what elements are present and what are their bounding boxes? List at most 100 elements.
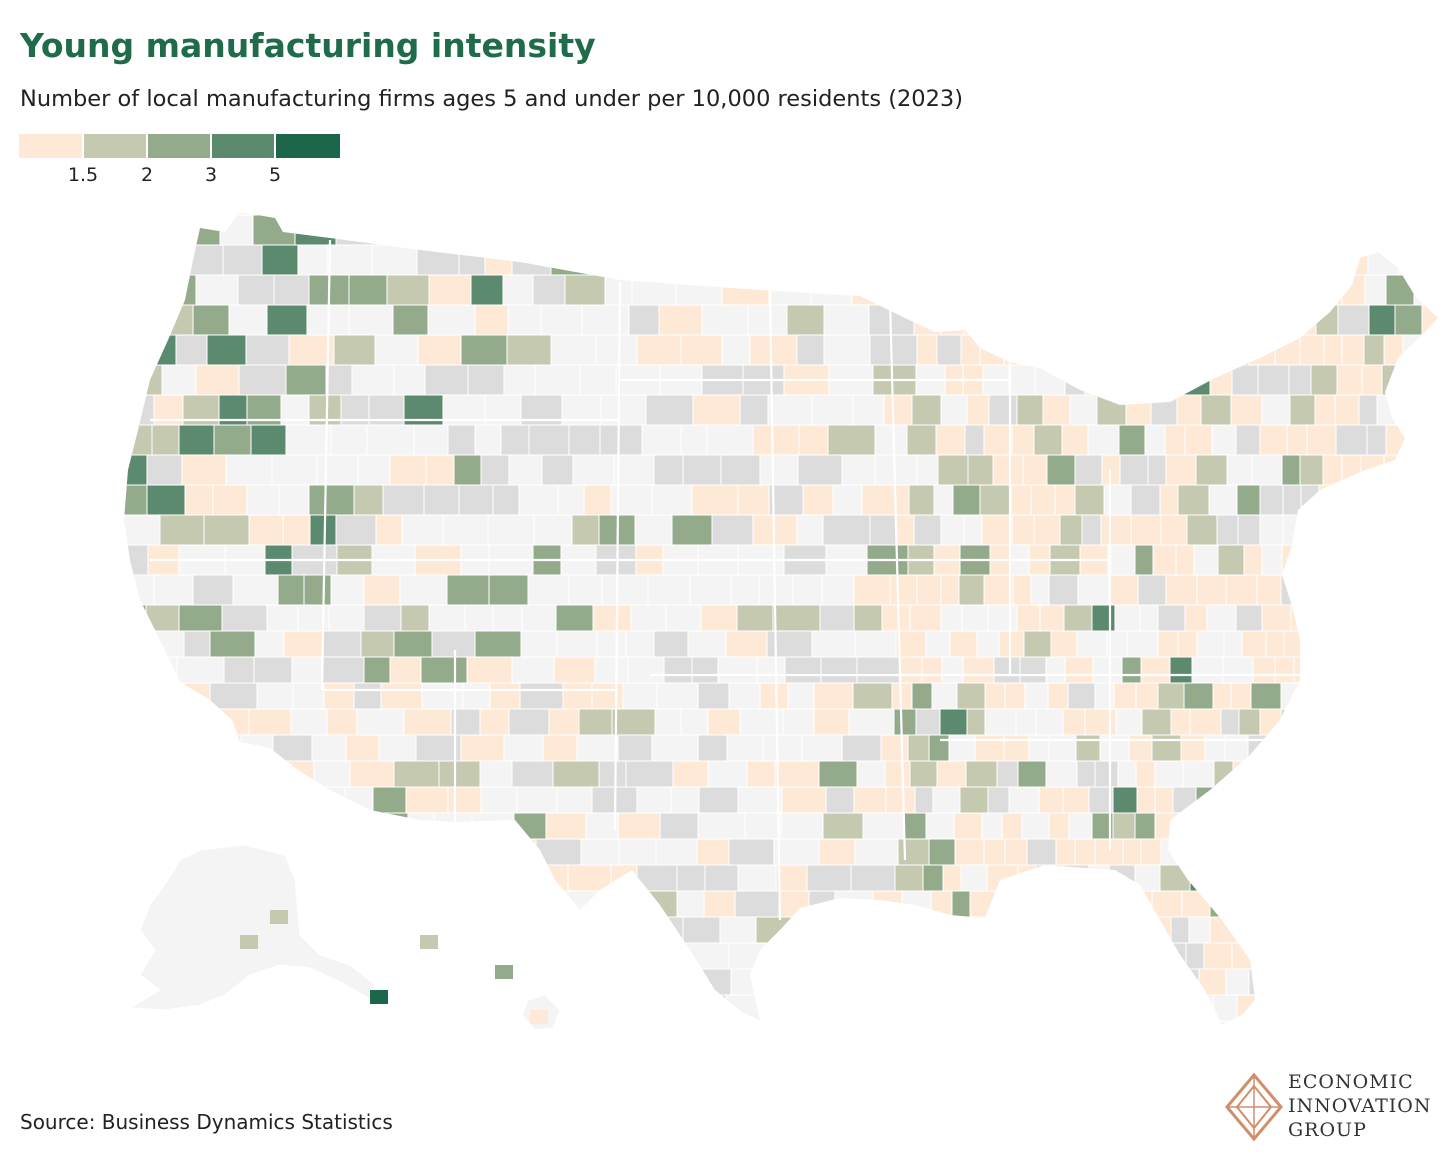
county-cell	[367, 865, 404, 891]
county-cell	[1197, 575, 1226, 605]
county-cell	[1166, 575, 1197, 605]
county-cell	[1120, 335, 1146, 365]
county-cell	[1142, 917, 1171, 943]
county-cell	[970, 275, 990, 305]
county-cell	[1137, 787, 1155, 813]
county-cell	[600, 425, 642, 455]
county-cell	[189, 787, 223, 813]
county-cell	[1127, 631, 1158, 657]
county-cell	[797, 335, 824, 365]
county-cell	[1151, 995, 1169, 1021]
county-cell	[1251, 683, 1281, 709]
county-cell	[1239, 709, 1260, 735]
county-cell	[501, 425, 529, 455]
county-cell	[1023, 455, 1047, 485]
legend-tick-5: 5	[269, 164, 281, 186]
county-cell	[1388, 515, 1414, 545]
county-cell	[1031, 485, 1055, 515]
county-cell	[775, 761, 819, 787]
county-cell	[929, 839, 955, 865]
county-cell	[961, 865, 987, 891]
eig-logo: ECONOMIC INNOVATION GROUP	[1224, 1070, 1449, 1145]
county-cell	[1018, 761, 1046, 787]
county-cell	[731, 575, 759, 605]
county-cell	[182, 455, 226, 485]
county-cell	[623, 683, 657, 709]
county-cell	[1288, 305, 1316, 335]
county-cell	[595, 657, 628, 683]
county-cell	[1162, 305, 1182, 335]
county-cell	[966, 761, 997, 787]
county-cell	[332, 995, 369, 1021]
county-cell	[1438, 275, 1456, 305]
county-cell	[938, 969, 958, 995]
county-cell	[1017, 395, 1043, 425]
county-cell	[120, 425, 152, 455]
county-cell	[1092, 275, 1110, 305]
county-cell	[1324, 335, 1342, 365]
county-cell	[467, 657, 512, 683]
legend-swatch-1-5-to-2	[84, 134, 146, 158]
county-cell	[763, 735, 802, 761]
county-cell	[1041, 335, 1065, 365]
county-cell	[962, 605, 988, 631]
county-cell	[843, 215, 889, 245]
county-cell	[654, 631, 688, 657]
county-cell	[1160, 865, 1190, 891]
county-cell	[580, 365, 616, 395]
county-cell	[1260, 515, 1283, 545]
county-cell	[1311, 735, 1340, 761]
county-cell	[569, 215, 615, 245]
county-cell	[1116, 709, 1142, 735]
county-cell	[1330, 813, 1353, 839]
county-cell	[154, 575, 193, 605]
county-cell	[833, 485, 862, 515]
county-cell	[798, 455, 842, 485]
county-cell	[812, 631, 855, 657]
county-cell	[1375, 1021, 1405, 1047]
county-cell	[1013, 575, 1031, 605]
county-cell	[934, 485, 953, 515]
legend: 1.5 2 3 5	[19, 134, 341, 190]
county-cell	[1214, 761, 1233, 787]
county-cell	[366, 839, 398, 865]
county-cell	[967, 709, 985, 735]
county-cell	[120, 395, 154, 425]
county-cell	[210, 631, 255, 657]
county-cell	[862, 485, 909, 515]
county-cell	[1396, 657, 1422, 683]
county-cell	[1158, 683, 1184, 709]
county-cell	[942, 657, 963, 683]
county-cell	[1428, 215, 1447, 245]
county-cell	[1204, 275, 1224, 305]
county-cell	[1036, 709, 1063, 735]
county-cell	[1217, 515, 1238, 545]
county-cell	[322, 657, 364, 683]
county-cell	[1214, 813, 1243, 839]
county-cell	[193, 575, 233, 605]
county-cell	[1011, 969, 1041, 995]
county-cell	[1269, 1021, 1300, 1047]
county-cell	[652, 485, 692, 515]
county-cell	[922, 657, 942, 683]
county-cell	[895, 865, 923, 891]
county-cell	[1118, 761, 1136, 787]
county-cell	[488, 1021, 515, 1047]
county-cell	[1122, 657, 1141, 683]
county-cell	[1308, 917, 1339, 943]
county-cell	[376, 515, 402, 545]
county-cell	[1287, 425, 1307, 455]
county-cell	[575, 917, 613, 943]
county-cell	[857, 761, 885, 787]
county-cell	[908, 969, 938, 995]
county-cell	[1098, 891, 1126, 917]
county-cell	[1108, 545, 1135, 575]
county-cell	[838, 995, 864, 1021]
county-cell	[454, 455, 481, 485]
county-cell	[257, 683, 293, 709]
county-cell	[1399, 215, 1428, 245]
county-cell	[788, 683, 814, 709]
county-cell	[1407, 455, 1430, 485]
county-cell	[1156, 215, 1182, 245]
county-cell	[1036, 215, 1063, 245]
